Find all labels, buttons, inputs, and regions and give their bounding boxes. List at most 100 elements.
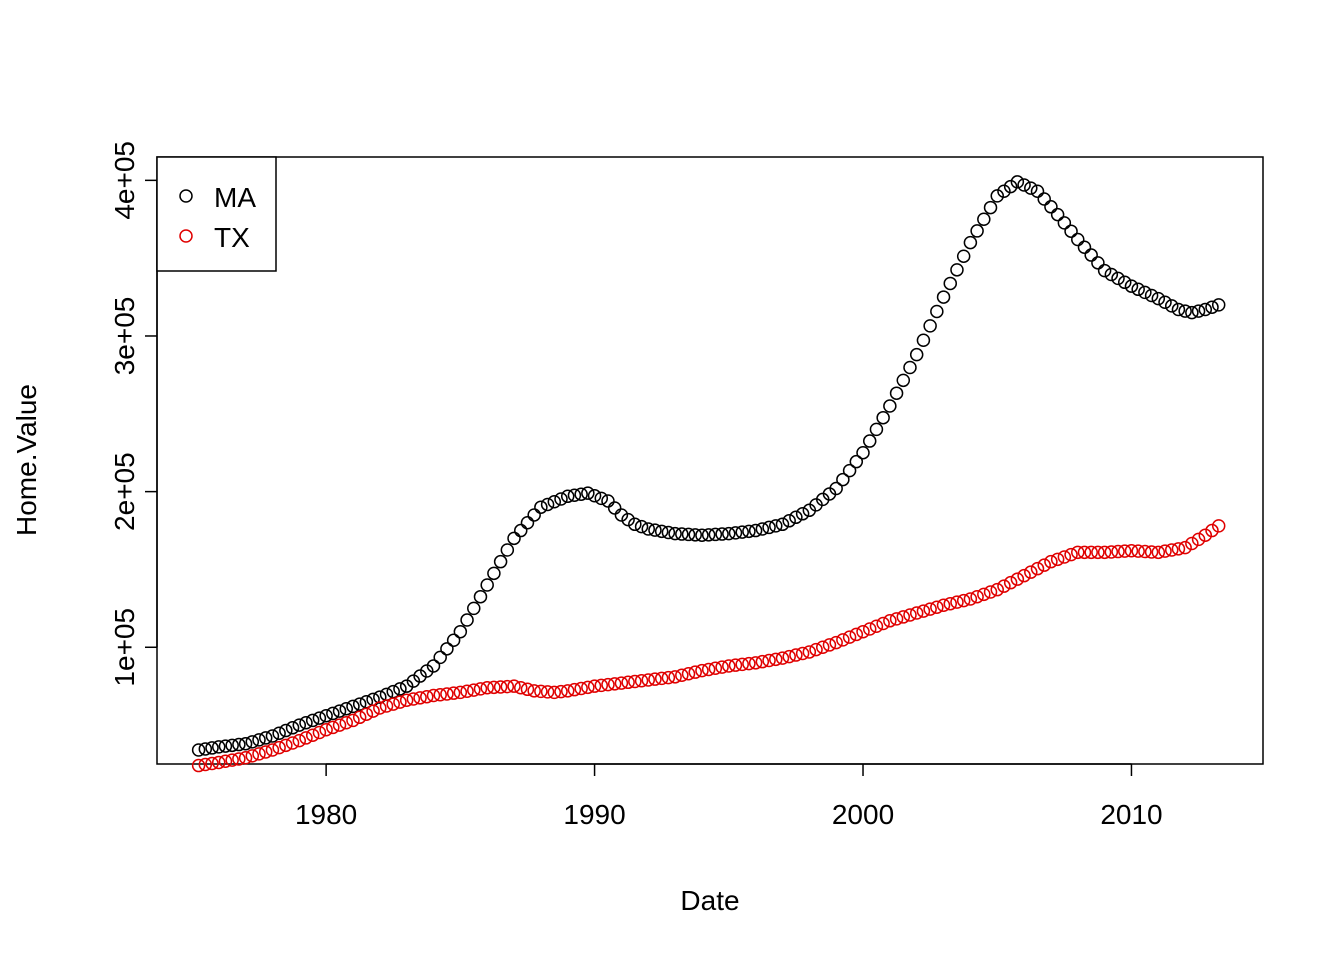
data-point: [1211, 519, 1226, 533]
data-point: [701, 662, 716, 677]
data-point: [420, 664, 434, 678]
data-point: [675, 527, 689, 541]
legend-marker-tx: [179, 229, 193, 243]
data-point: [883, 399, 897, 413]
data-point: [782, 649, 796, 664]
data-point: [480, 578, 494, 592]
data-point: [1010, 572, 1025, 586]
data-point: [574, 681, 588, 696]
data-point: [1111, 271, 1125, 286]
data-point: [1017, 178, 1031, 192]
data-point: [399, 679, 414, 693]
data-point: [1097, 545, 1112, 560]
data-point: [319, 709, 333, 723]
data-point: [1158, 544, 1172, 558]
data-point: [211, 740, 226, 754]
data-point: [923, 319, 937, 333]
data-point: [742, 524, 756, 539]
data-point: [279, 723, 293, 738]
data-point: [856, 445, 870, 460]
data-point: [560, 684, 575, 698]
data-point: [540, 497, 555, 512]
data-point: [366, 692, 380, 707]
data-point: [775, 517, 790, 532]
data-point: [1037, 192, 1051, 206]
data-point: [305, 728, 320, 742]
data-point: [1084, 545, 1098, 560]
series-tx: [191, 519, 1226, 773]
data-point: [654, 524, 669, 539]
y-tick-label: 3e+05: [109, 297, 140, 376]
data-point: [218, 739, 233, 753]
x-tick-label: 1990: [563, 799, 625, 830]
data-point: [916, 604, 931, 618]
data-point: [930, 304, 944, 319]
data-point: [688, 665, 702, 679]
data-point: [909, 347, 924, 362]
data-point: [1124, 544, 1139, 558]
data-point: [587, 679, 602, 693]
data-point: [272, 726, 286, 741]
legend-marker-ma: [179, 189, 193, 203]
data-point: [990, 582, 1004, 597]
data-point: [346, 713, 360, 728]
data-point: [473, 589, 488, 604]
data-point: [332, 718, 347, 732]
data-point: [527, 684, 541, 698]
data-point: [943, 276, 958, 291]
data-point: [1151, 545, 1166, 560]
y-tick-label: 4e+05: [109, 141, 140, 220]
data-point: [514, 680, 528, 695]
data-point: [661, 670, 676, 685]
data-point: [413, 691, 427, 705]
data-point: [1198, 302, 1213, 317]
plot-frame: [156, 156, 1264, 765]
data-point: [883, 614, 897, 628]
data-point: [540, 685, 555, 699]
data-point: [587, 489, 602, 503]
data-point: [1037, 558, 1051, 572]
data-point: [762, 653, 776, 668]
data-point: [426, 659, 441, 673]
data-point: [1164, 543, 1179, 557]
data-point: [688, 528, 702, 542]
x-axis-label: Date: [680, 885, 739, 916]
data-point: [728, 658, 743, 672]
data-point: [1104, 545, 1119, 559]
data-point: [191, 743, 206, 757]
data-point: [1084, 248, 1098, 262]
data-point: [1030, 184, 1045, 198]
data-point: [1144, 545, 1159, 559]
data-point: [386, 697, 400, 711]
data-point: [1205, 523, 1219, 538]
data-point: [520, 516, 535, 530]
data-point: [285, 736, 300, 750]
data-point: [500, 679, 515, 694]
data-point: [560, 489, 575, 504]
data-point: [728, 526, 743, 540]
data-point: [467, 601, 481, 616]
data-point: [628, 517, 642, 532]
data-point: [319, 723, 333, 737]
data-point: [896, 373, 911, 388]
data-point: [809, 642, 823, 657]
data-point: [1118, 275, 1132, 290]
data-point: [1191, 304, 1206, 318]
data-point: [977, 587, 991, 602]
data-point: [681, 527, 696, 542]
data-point: [514, 523, 528, 538]
data-point: [842, 463, 857, 478]
data-point: [889, 612, 904, 626]
data-point: [1044, 200, 1058, 214]
series-ma: [191, 175, 1226, 757]
data-point: [1003, 179, 1018, 194]
data-point: [836, 472, 850, 487]
data-point: [1151, 291, 1166, 306]
data-point: [1118, 544, 1132, 558]
data-point: [849, 454, 864, 469]
data-point: [715, 527, 729, 541]
data-point: [607, 501, 622, 515]
data-point: [782, 514, 796, 528]
data-point: [332, 704, 347, 718]
data-point: [440, 687, 454, 701]
